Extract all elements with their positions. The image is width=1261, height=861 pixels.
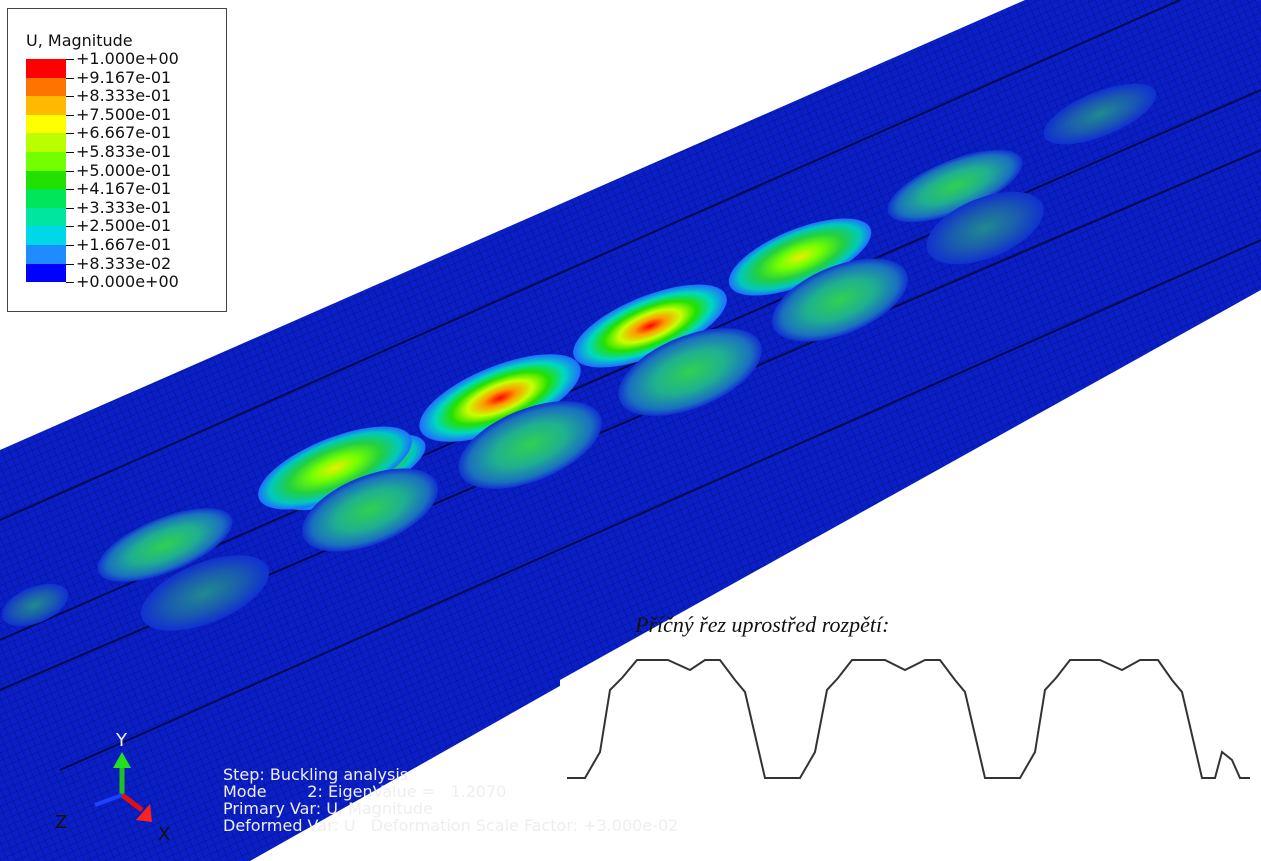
cross-section-title: Příčný řez uprostřed rozpětí: (635, 612, 889, 638)
legend-swatch (26, 133, 66, 152)
legend-swatch (26, 152, 66, 171)
legend-swatch (26, 96, 66, 115)
legend-swatch (26, 264, 66, 283)
info-line: Deformed Var: U Deformation Scale Factor… (223, 817, 678, 834)
legend-level: +3.333e-01 (76, 200, 171, 216)
legend-level: +5.833e-01 (76, 144, 171, 160)
legend-level: +1.667e-01 (76, 237, 171, 253)
legend-tick (66, 78, 74, 79)
axis-label: X (158, 824, 170, 845)
legend-level: +4.167e-01 (76, 181, 171, 197)
legend-level: +9.167e-01 (76, 70, 171, 86)
legend-tick (66, 171, 74, 172)
legend-title: U, Magnitude (26, 31, 133, 50)
legend-tick (66, 264, 74, 265)
legend-swatch (26, 171, 66, 190)
legend-level: +8.333e-02 (76, 256, 171, 272)
axis-label: Z (55, 812, 67, 833)
legend-tick (66, 115, 74, 116)
legend: U, Magnitude+1.000e+00 +9.167e-01 +8.333e-… (7, 8, 227, 312)
legend-swatch (26, 115, 66, 134)
legend-tick (66, 245, 74, 246)
legend-tick (66, 282, 74, 283)
legend-level: +2.500e-01 (76, 218, 171, 234)
info-line: Step: Buckling analysis (223, 766, 678, 783)
legend-level: +6.667e-01 (76, 125, 171, 141)
legend-swatch (26, 226, 66, 245)
legend-tick (66, 189, 74, 190)
legend-swatch (26, 208, 66, 227)
legend-level: +7.500e-01 (76, 107, 171, 123)
axis-label: Y (116, 730, 127, 751)
legend-level: +8.333e-01 (76, 88, 171, 104)
legend-swatch (26, 78, 66, 97)
legend-level: +0.000e+00 (76, 274, 179, 290)
legend-tick (66, 208, 74, 209)
legend-tick (66, 59, 74, 60)
legend-level: +5.000e-01 (76, 163, 171, 179)
legend-level: +1.000e+00 (76, 51, 179, 67)
legend-swatch (26, 245, 66, 264)
legend-swatch (26, 189, 66, 208)
legend-swatch (26, 59, 66, 78)
legend-tick (66, 133, 74, 134)
legend-tick (66, 96, 74, 97)
info-line: Mode 2: EigenValue = 1.2070 (223, 783, 678, 800)
info-line: Primary Var: U, Magnitude (223, 800, 678, 817)
legend-tick (66, 152, 74, 153)
legend-tick (66, 226, 74, 227)
viewport: U, Magnitude+1.000e+00 +9.167e-01 +8.333e-… (0, 0, 1261, 861)
